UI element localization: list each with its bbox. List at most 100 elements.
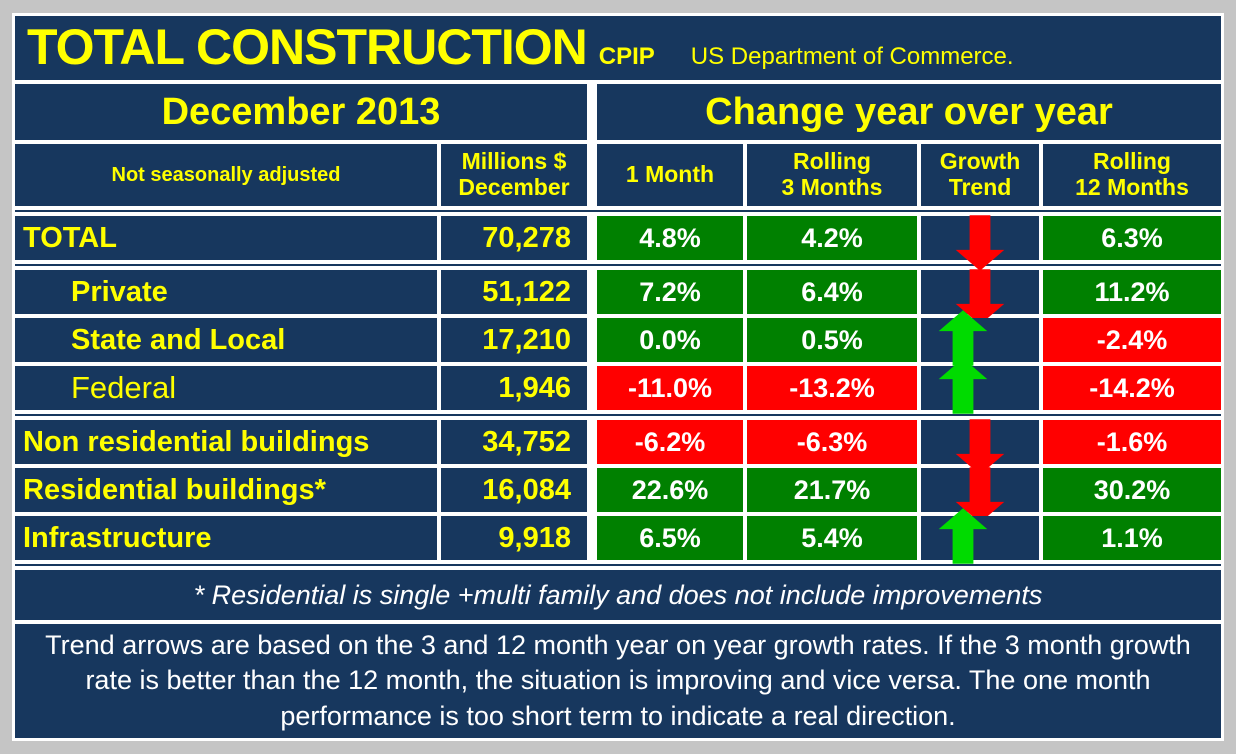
cell-rolling-3: 21.7% <box>747 468 917 512</box>
col-header-millions-line1: Millions $ <box>461 148 567 175</box>
row-label: Private <box>15 270 437 314</box>
cell-rolling-3: -13.2% <box>747 366 917 410</box>
col-header-growth-trend: Growth Trend <box>921 144 1039 206</box>
cell-rolling-12: 1.1% <box>1043 516 1221 560</box>
table-row-private: Private 51,122 7.2% 6.4% 11.2% <box>15 269 1221 325</box>
cell-rolling-12: 11.2% <box>1043 270 1221 314</box>
cell-rolling-3: -6.3% <box>747 420 917 464</box>
col-header-rolling-12-line1: Rolling <box>1093 148 1171 175</box>
cell-rolling-3: 0.5% <box>747 318 917 362</box>
section-change: Change year over year <box>597 84 1221 140</box>
note-row: Trend arrows are based on the 3 and 12 m… <box>15 624 1221 738</box>
column-divider <box>591 366 593 410</box>
cell-1-month: 0.0% <box>597 318 743 362</box>
row-millions-value: 1,946 <box>441 366 587 410</box>
group-divider <box>15 414 1221 416</box>
row-millions-value: 51,122 <box>441 270 587 314</box>
arrow-up-icon <box>938 358 988 414</box>
row-label: Non residential buildings <box>15 420 437 464</box>
arrow-down-icon <box>955 467 1005 523</box>
col-header-millions-text: Millions $ December <box>458 148 570 201</box>
column-divider <box>591 144 593 206</box>
section-header-row: December 2013 Change year over year <box>15 84 1221 140</box>
arrow-down-icon <box>955 419 1005 475</box>
table-row-federal: Federal 1,946 -11.0% -13.2% -14.2% <box>15 358 1221 414</box>
footnote-text: * Residential is single +multi family an… <box>15 570 1221 620</box>
growth-trend-cell <box>921 358 1039 414</box>
report-panel: TOTAL CONSTRUCTION CPIP US Department of… <box>12 13 1224 741</box>
cell-rolling-12: -1.6% <box>1043 420 1221 464</box>
group-divider <box>15 264 1221 266</box>
growth-trend-cell <box>921 310 1039 366</box>
growth-trend-cell <box>921 419 1039 475</box>
col-header-growth-trend-line2: Trend <box>948 174 1012 200</box>
column-divider <box>591 516 593 560</box>
col-header-label: Not seasonally adjusted <box>15 144 437 206</box>
table-row-residential: Residential buildings* 16,084 22.6% 21.7… <box>15 467 1221 523</box>
growth-trend-cell <box>921 215 1039 271</box>
title-cell: TOTAL CONSTRUCTION CPIP US Department of… <box>15 16 1221 80</box>
group-divider <box>15 210 1221 212</box>
col-header-rolling-12-line2: 12 Months <box>1075 174 1189 200</box>
col-header-rolling-3: Rolling 3 Months <box>747 144 917 206</box>
cell-1-month: -11.0% <box>597 366 743 410</box>
col-header-rolling-3-text: Rolling 3 Months <box>781 148 883 201</box>
row-label: Infrastructure <box>15 516 437 560</box>
table-row-non-residential: Non residential buildings 34,752 -6.2% -… <box>15 419 1221 475</box>
column-divider <box>591 420 593 464</box>
row-millions-value: 17,210 <box>441 318 587 362</box>
row-millions-value: 34,752 <box>441 420 587 464</box>
col-header-millions-line2: December <box>458 174 570 200</box>
col-header-rolling-3-line2: 3 Months <box>781 174 883 200</box>
section-period: December 2013 <box>15 84 587 140</box>
arrow-up-icon <box>938 508 988 564</box>
cell-rolling-3: 4.2% <box>747 216 917 260</box>
cell-rolling-3: 5.4% <box>747 516 917 560</box>
col-header-rolling-12-text: Rolling 12 Months <box>1075 148 1189 201</box>
col-header-1-month: 1 Month <box>597 144 743 206</box>
cell-1-month: 6.5% <box>597 516 743 560</box>
group-divider <box>15 564 1221 566</box>
column-header-row: Not seasonally adjusted Millions $ Decemb… <box>15 144 1221 206</box>
column-divider <box>591 270 593 314</box>
row-millions-value: 70,278 <box>441 216 587 260</box>
col-header-growth-trend-text: Growth Trend <box>939 148 1021 201</box>
cell-rolling-12: 6.3% <box>1043 216 1221 260</box>
cell-rolling-12: -14.2% <box>1043 366 1221 410</box>
cell-1-month: 22.6% <box>597 468 743 512</box>
table-row-total: TOTAL 70,278 4.8% 4.2% 6.3% <box>15 215 1221 271</box>
row-label: Federal <box>15 366 437 410</box>
row-label: State and Local <box>15 318 437 362</box>
trend-explainer-text: Trend arrows are based on the 3 and 12 m… <box>15 624 1221 738</box>
table-row-state-local: State and Local 17,210 0.0% 0.5% -2.4% <box>15 310 1221 366</box>
column-divider <box>591 216 593 260</box>
col-header-growth-trend-line1: Growth <box>939 148 1021 175</box>
cell-1-month: -6.2% <box>597 420 743 464</box>
cell-1-month: 7.2% <box>597 270 743 314</box>
col-header-millions: Millions $ December <box>441 144 587 206</box>
col-header-rolling-12: Rolling 12 Months <box>1043 144 1221 206</box>
row-millions-value: 9,918 <box>441 516 587 560</box>
arrow-down-icon <box>955 215 1005 271</box>
growth-trend-cell <box>921 508 1039 564</box>
footnote-row: * Residential is single +multi family an… <box>15 570 1221 620</box>
arrow-up-icon <box>938 310 988 366</box>
page-title: TOTAL CONSTRUCTION <box>27 19 588 75</box>
source-tag: CPIP <box>598 43 655 70</box>
col-header-rolling-3-line1: Rolling <box>793 148 871 175</box>
cell-rolling-3: 6.4% <box>747 270 917 314</box>
row-label: Residential buildings* <box>15 468 437 512</box>
arrow-down-icon <box>955 269 1005 325</box>
column-divider <box>591 468 593 512</box>
source-org: US Department of Commerce. <box>690 43 1014 70</box>
title-row: TOTAL CONSTRUCTION CPIP US Department of… <box>15 16 1221 80</box>
cell-1-month: 4.8% <box>597 216 743 260</box>
row-label: TOTAL <box>15 216 437 260</box>
row-millions-value: 16,084 <box>441 468 587 512</box>
growth-trend-cell <box>921 269 1039 325</box>
table-row-infrastructure: Infrastructure 9,918 6.5% 5.4% 1.1% <box>15 508 1221 564</box>
column-divider <box>591 318 593 362</box>
growth-trend-cell <box>921 467 1039 523</box>
cell-rolling-12: -2.4% <box>1043 318 1221 362</box>
cell-rolling-12: 30.2% <box>1043 468 1221 512</box>
